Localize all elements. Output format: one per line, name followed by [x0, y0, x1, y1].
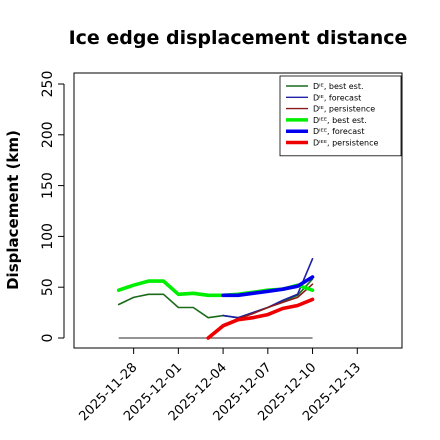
legend-label: Dᴵᴱ, best est. — [313, 82, 364, 91]
series-line-4 — [221, 275, 315, 298]
y-tick-label: 0 — [40, 334, 56, 343]
legend-label: Dᴵᴱᴱ, best est. — [313, 116, 367, 125]
x-axis: 2025-11-282025-12-012025-12-042025-12-07… — [76, 347, 364, 424]
chart-title: Ice edge displacement distance — [69, 27, 408, 49]
y-tick-label: 150 — [40, 172, 56, 199]
series-line-0 — [117, 278, 314, 319]
y-tick-label: 250 — [40, 71, 56, 98]
series-line-5 — [206, 297, 315, 340]
y-axis: 0 50 100 150 200 250 — [40, 71, 65, 343]
series-lines — [116, 257, 315, 340]
legend-label: Dᴵᴱᴱ, forecast — [313, 127, 364, 136]
legend: Dᴵᴱ, best est. Dᴵᴱ, forecast Dᴵᴱ, persiste… — [279, 75, 402, 157]
y-tick-label: 50 — [40, 278, 56, 296]
y-tick-label: 200 — [40, 121, 56, 148]
series-line-1 — [222, 257, 314, 319]
legend-label: Dᴵᴱ, forecast — [313, 93, 361, 102]
legend-label: Dᴵᴱᴱ, persistence — [313, 139, 378, 148]
y-axis-label: Displacement (km) — [4, 130, 22, 290]
legend-label: Dᴵᴱ, persistence — [313, 105, 375, 114]
y-tick-label: 100 — [40, 223, 56, 250]
